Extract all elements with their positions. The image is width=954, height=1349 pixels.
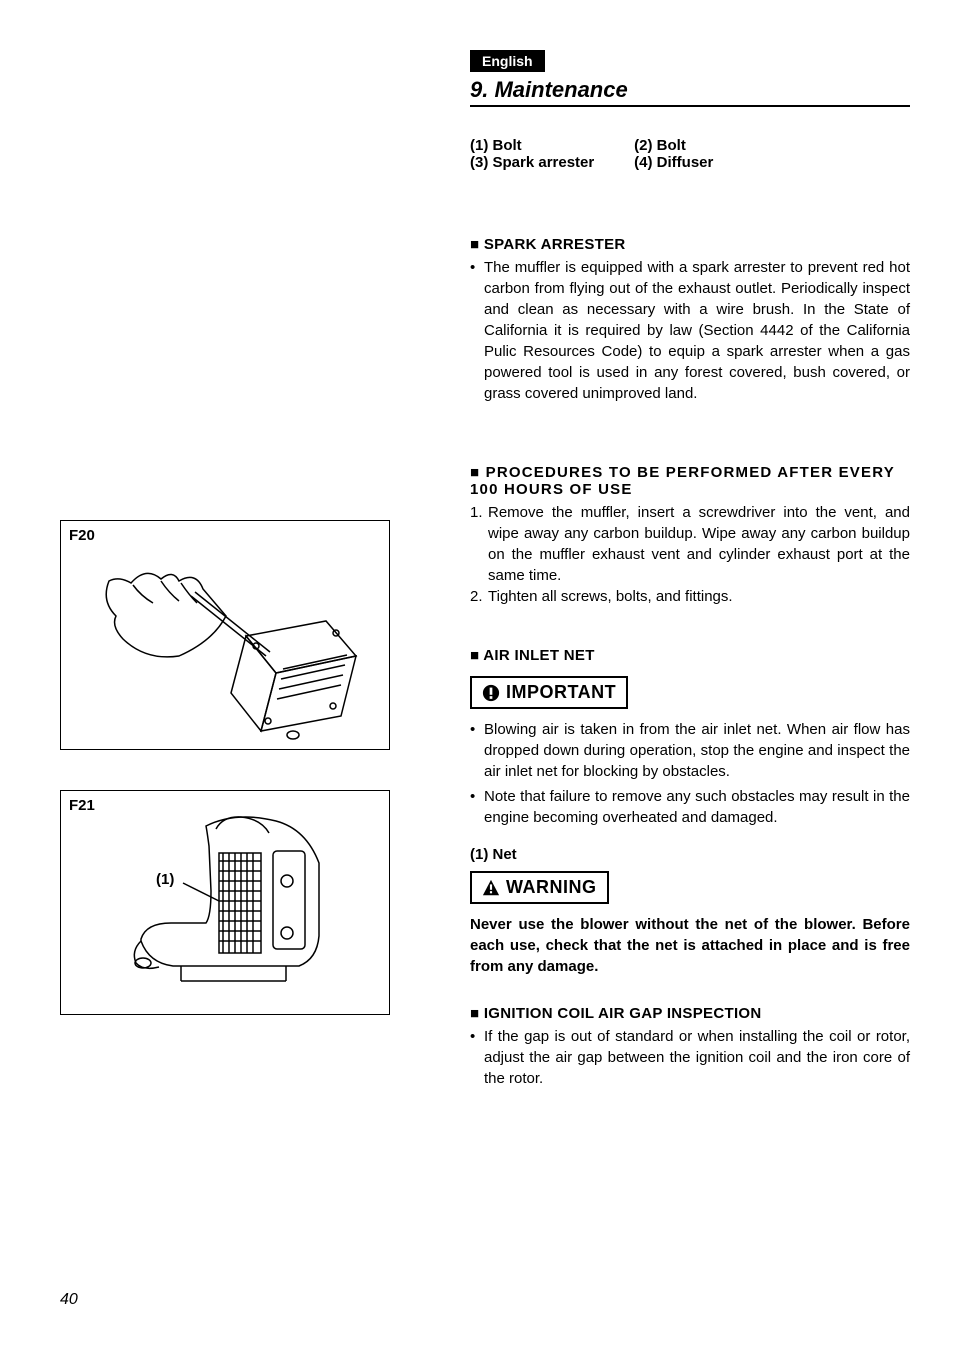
warning-callout: WARNING <box>470 871 609 904</box>
spark-arrester-body: The muffler is equipped with a spark arr… <box>470 257 910 404</box>
language-tag: English <box>470 50 545 72</box>
procedure-text-1: Remove the muffler, insert a screwdriver… <box>488 504 910 584</box>
ignition-section: IGNITION COIL AIR GAP INSPECTION If the … <box>470 1005 910 1089</box>
parts-legend: (1) Bolt (2) Bolt (3) Spark arrester (4)… <box>470 137 894 171</box>
procedure-text-2: Tighten all screws, bolts, and fittings. <box>488 588 733 605</box>
page-header: English 9. Maintenance <box>470 50 894 107</box>
important-icon <box>482 684 500 702</box>
warning-label: WARNING <box>506 877 597 898</box>
procedures-100h-section: PROCEDURES TO BE PERFORMED AFTER EVERY 1… <box>470 464 910 607</box>
figure-f21-diagram <box>61 791 389 1014</box>
spark-arrester-heading: SPARK ARRESTER <box>470 236 910 253</box>
part-3: (3) Spark arrester <box>470 154 630 171</box>
warning-text: Never use the blower without the net of … <box>470 914 910 977</box>
warning-icon <box>482 879 500 897</box>
important-item-2: Note that failure to remove any such obs… <box>470 786 910 828</box>
spark-arrester-section: SPARK ARRESTER The muffler is equipped w… <box>470 236 910 404</box>
important-callout: IMPORTANT <box>470 676 628 709</box>
part-1: (1) Bolt <box>470 137 630 154</box>
figure-f20-diagram <box>61 521 389 749</box>
important-label: IMPORTANT <box>506 682 616 703</box>
part-4: (4) Diffuser <box>634 154 794 171</box>
num-1: 1. <box>470 502 483 523</box>
part-2: (2) Bolt <box>634 137 794 154</box>
ignition-heading: IGNITION COIL AIR GAP INSPECTION <box>470 1005 910 1022</box>
figure-f20-label: F20 <box>69 527 95 544</box>
ignition-body: If the gap is out of standard or when in… <box>470 1026 910 1089</box>
figure-f21-callout: (1) <box>156 871 174 888</box>
air-inlet-section: AIR INLET NET IMPORTANT Blowing air is t… <box>470 647 910 977</box>
procedure-item-2: 2. Tighten all screws, bolts, and fittin… <box>470 586 910 607</box>
section-title: 9. Maintenance <box>470 77 910 107</box>
procedure-item-1: 1. Remove the muffler, insert a screwdri… <box>470 502 910 586</box>
net-label: (1) Net <box>470 846 910 863</box>
procedures-heading: PROCEDURES TO BE PERFORMED AFTER EVERY 1… <box>470 464 910 498</box>
important-item-1: Blowing air is taken in from the air inl… <box>470 719 910 782</box>
figure-f20: F20 <box>60 520 390 750</box>
page-number: 40 <box>60 1291 78 1309</box>
figure-f21: F21 (1) <box>60 790 390 1015</box>
figure-f21-label: F21 <box>69 797 95 814</box>
air-inlet-heading: AIR INLET NET <box>470 647 910 664</box>
num-2: 2. <box>470 586 483 607</box>
